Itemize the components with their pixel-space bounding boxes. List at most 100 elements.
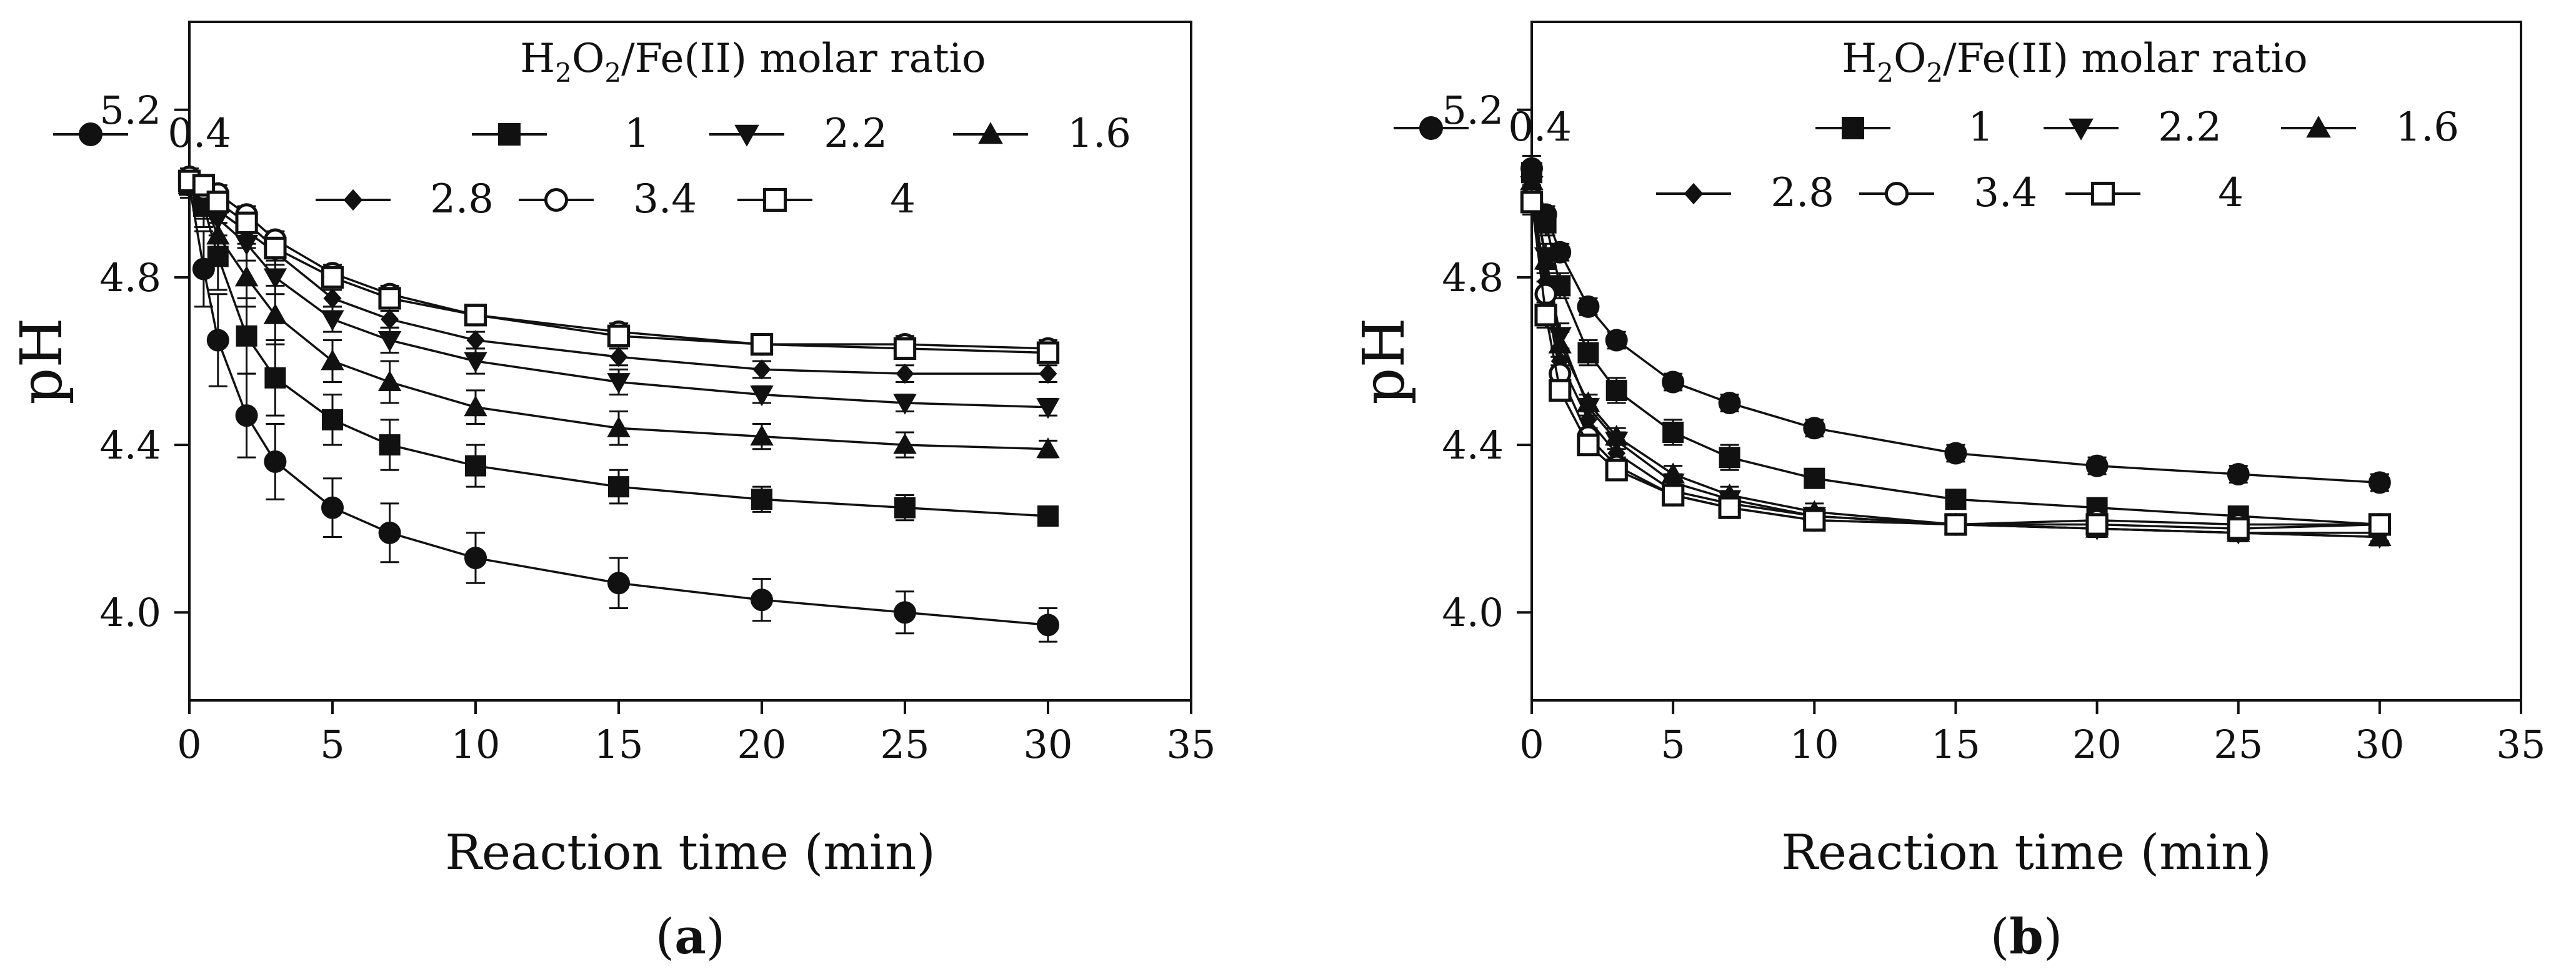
legend-label: 2.8 xyxy=(1770,170,1834,216)
data-point xyxy=(1719,447,1740,469)
legend-label: 2.2 xyxy=(824,111,887,157)
x-tick-label: 30 xyxy=(2355,722,2404,767)
data-point xyxy=(321,266,344,289)
legend-marker xyxy=(544,187,569,212)
legend-marker xyxy=(1419,116,1443,140)
x-tick-label: 5 xyxy=(320,722,344,767)
series-1 xyxy=(1521,155,2390,535)
legend-entry-2.8: 2.8 xyxy=(316,176,494,222)
data-point xyxy=(378,287,401,310)
series-line xyxy=(1530,185,2380,539)
data-point xyxy=(2085,513,2109,536)
data-point xyxy=(1718,496,1741,519)
legend-entry-1: 1 xyxy=(472,111,650,157)
legend: H2O2/Fe(II) molar ratio 0.4 1 2.2 1.6 2.8 3.4 4 xyxy=(53,36,1131,222)
y-tick-label: 4.8 xyxy=(1442,255,1504,301)
data-point xyxy=(896,363,914,384)
y-tick-label: 4.0 xyxy=(99,590,161,635)
legend-entry-3.4: 3.4 xyxy=(519,176,697,222)
y-axis: 4.0 4.4 4.8 5.2 xyxy=(99,87,189,635)
data-point xyxy=(1662,484,1685,507)
plot-frame xyxy=(1530,21,2522,702)
data-point xyxy=(1036,398,1060,419)
legend-marker xyxy=(762,187,787,212)
data-point xyxy=(377,331,402,352)
data-point xyxy=(464,352,487,373)
data-point xyxy=(466,330,485,350)
data-point xyxy=(607,373,631,394)
y-tick-label: 5.2 xyxy=(99,87,161,133)
data-point xyxy=(1944,442,1967,465)
series-line xyxy=(1530,202,2380,530)
data-point xyxy=(607,572,630,595)
data-point xyxy=(1605,379,1627,401)
y-tick-label: 4.4 xyxy=(1442,422,1504,468)
y-tick-label: 4.8 xyxy=(99,255,161,301)
legend-label: 1.6 xyxy=(2395,104,2459,151)
series-2.8 xyxy=(180,171,1057,384)
x-tick-label: 10 xyxy=(451,722,501,767)
data-point xyxy=(323,288,342,309)
data-point xyxy=(607,324,631,347)
legend-entry-0.4: 0.4 xyxy=(1394,104,1572,151)
legend-label: 4 xyxy=(890,176,916,222)
data-point xyxy=(893,433,917,454)
data-point xyxy=(234,234,259,256)
data-point xyxy=(752,359,771,380)
data-point xyxy=(1534,282,1557,306)
data-point xyxy=(1945,489,1967,510)
plot-frame xyxy=(188,21,1192,702)
data-point xyxy=(235,211,258,234)
data-point xyxy=(1037,614,1059,637)
data-point xyxy=(1803,509,1826,532)
y-tick-label: 4.0 xyxy=(1442,590,1504,635)
x-tick-label: 30 xyxy=(1024,722,1073,767)
data-point xyxy=(321,349,344,370)
legend-label: 2.2 xyxy=(2158,104,2222,151)
data-point xyxy=(750,424,774,446)
legend-marker xyxy=(498,123,521,146)
data-point xyxy=(1944,513,1967,536)
series-2.8 xyxy=(1522,180,2389,544)
data-point xyxy=(381,309,399,330)
data-point xyxy=(206,329,229,352)
data-point xyxy=(1604,424,1629,446)
data-point xyxy=(1549,379,1572,402)
y-axis-label: pH xyxy=(8,317,75,404)
legend-entry-1.6: 1.6 xyxy=(2281,104,2459,151)
data-point xyxy=(206,224,230,245)
data-point xyxy=(1661,462,1685,484)
data-point xyxy=(235,404,258,427)
legend-marker xyxy=(734,124,759,147)
series-2.2 xyxy=(177,171,1060,419)
legend-label: 4 xyxy=(2218,170,2244,216)
legend-label: 1 xyxy=(624,111,650,157)
data-point xyxy=(378,521,401,544)
series-4 xyxy=(1520,188,2391,540)
legend: H2O2/Fe(II) molar ratio 0.4 1 2.2 1.6 2.8 3.4 4 xyxy=(1394,36,2459,216)
data-point xyxy=(464,304,487,327)
data-point xyxy=(751,589,773,612)
legend-marker xyxy=(1884,181,1909,206)
data-point xyxy=(264,236,287,260)
data-point xyxy=(1550,350,1569,372)
legend-label: 1 xyxy=(1968,104,1994,151)
legend-marker xyxy=(343,189,363,211)
legend-entry-2.2: 2.2 xyxy=(2044,104,2222,151)
data-point xyxy=(1534,304,1557,327)
series-line xyxy=(1530,193,2380,534)
data-point xyxy=(894,601,916,624)
data-point xyxy=(751,489,772,510)
data-point xyxy=(893,394,917,415)
data-point xyxy=(1803,417,1826,440)
series-4 xyxy=(177,169,1060,364)
x-tick-label: 20 xyxy=(737,722,787,767)
legend-entry-2.8: 2.8 xyxy=(1656,170,1834,216)
x-tick-label: 25 xyxy=(881,722,930,767)
series-line xyxy=(188,185,1049,627)
data-point xyxy=(1605,329,1628,352)
legend-entry-2.2: 2.2 xyxy=(709,111,887,157)
data-point xyxy=(2227,517,2250,540)
data-point xyxy=(609,347,628,367)
legend-title: H2O2/Fe(II) molar ratio xyxy=(1842,36,2307,88)
